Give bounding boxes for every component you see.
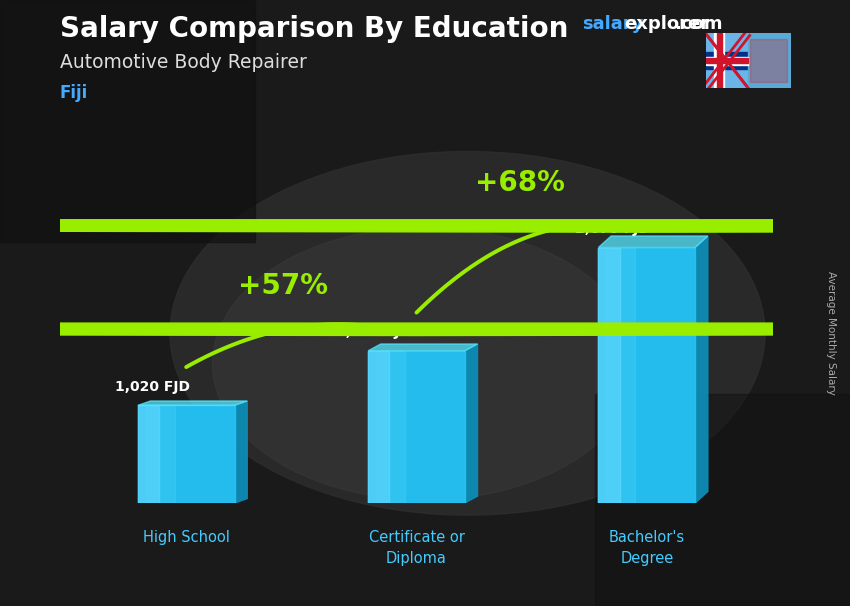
Bar — [368, 351, 465, 503]
Ellipse shape — [212, 227, 638, 500]
Bar — [606, 247, 635, 503]
Bar — [706, 58, 748, 63]
Bar — [598, 247, 620, 503]
Polygon shape — [235, 401, 247, 503]
Polygon shape — [598, 236, 708, 247]
Text: +68%: +68% — [475, 169, 565, 197]
Bar — [0, 0, 255, 242]
Text: .com: .com — [674, 15, 722, 33]
Text: salary: salary — [582, 15, 643, 33]
Bar — [748, 33, 790, 88]
Text: Certificate or
Diploma: Certificate or Diploma — [369, 530, 464, 566]
Text: Bachelor's
Degree: Bachelor's Degree — [609, 530, 685, 566]
Text: Fiji: Fiji — [60, 84, 88, 102]
Bar — [138, 405, 235, 503]
Text: +57%: +57% — [238, 272, 328, 300]
Text: Average Monthly Salary: Average Monthly Salary — [826, 271, 836, 395]
Bar — [145, 405, 174, 503]
Bar — [368, 351, 389, 503]
Text: 1,590 FJD: 1,590 FJD — [336, 325, 411, 339]
Polygon shape — [695, 236, 708, 503]
Bar — [368, 351, 465, 503]
Bar — [595, 394, 850, 606]
Bar — [138, 405, 159, 503]
Polygon shape — [368, 344, 478, 351]
Bar — [138, 405, 235, 503]
Bar — [706, 53, 748, 69]
Text: High School: High School — [143, 530, 230, 545]
Text: Salary Comparison By Education: Salary Comparison By Education — [60, 15, 568, 43]
Bar — [714, 33, 724, 88]
Polygon shape — [138, 401, 247, 405]
Bar — [376, 351, 405, 503]
Text: explorer: explorer — [624, 15, 709, 33]
Bar — [717, 33, 722, 88]
Text: 2,670 FJD: 2,670 FJD — [575, 222, 650, 236]
Text: 1,020 FJD: 1,020 FJD — [115, 380, 190, 394]
Polygon shape — [0, 323, 850, 336]
Polygon shape — [465, 344, 478, 503]
Bar — [598, 247, 695, 503]
Ellipse shape — [170, 152, 765, 515]
Bar — [750, 39, 787, 82]
Bar — [598, 247, 695, 503]
Bar — [706, 57, 748, 65]
Polygon shape — [0, 220, 850, 232]
Text: Automotive Body Repairer: Automotive Body Repairer — [60, 53, 306, 72]
